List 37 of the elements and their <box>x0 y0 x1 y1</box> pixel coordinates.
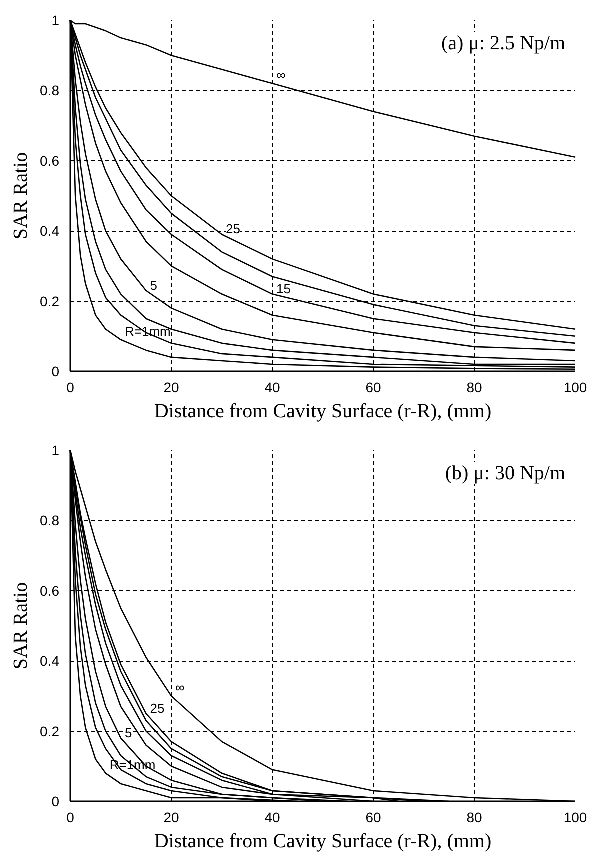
y-tick-label: 0.2 <box>40 293 60 310</box>
y-tick-label: 0.8 <box>40 512 60 529</box>
annotation: 25 <box>226 222 240 237</box>
y-tick-label: 0.2 <box>40 723 60 740</box>
x-tick-label: 20 <box>164 380 180 396</box>
y-tick-label: 0.6 <box>40 582 60 599</box>
y-axis-title: SAR Ratio <box>10 582 32 670</box>
y-tick-label: 0.6 <box>40 152 60 169</box>
annotation: 5 <box>150 278 158 293</box>
y-tick-label: 0.4 <box>40 223 60 240</box>
x-tick-label: 40 <box>264 810 280 826</box>
x-tick-label: 100 <box>564 810 588 826</box>
annotation: ∞ <box>276 68 286 83</box>
x-tick-label: 0 <box>66 810 75 826</box>
x-axis-title: Distance from Cavity Surface (r-R), (mm) <box>154 830 492 852</box>
x-tick-label: 0 <box>66 380 75 396</box>
y-tick-label: 1 <box>52 442 60 458</box>
text: (b) μ: 30 Np/m <box>445 462 566 484</box>
y-axis-title: SAR Ratio <box>10 152 32 240</box>
y-tick-label: 0 <box>52 364 60 380</box>
annotation: ∞ <box>176 680 185 696</box>
annotation: 25 <box>150 700 165 716</box>
x-tick-label: 80 <box>466 380 482 396</box>
text: (a) μ: 2.5 Np/m <box>441 32 566 54</box>
y-tick-label: 1 <box>52 12 60 28</box>
x-tick-label: 60 <box>366 380 382 396</box>
annotation: 15 <box>276 281 291 296</box>
x-axis-title: Distance from Cavity Surface (r-R), (mm) <box>154 400 492 422</box>
x-tick-label: 80 <box>466 810 482 826</box>
y-tick-label: 0.4 <box>40 653 60 670</box>
y-tick-label: 0 <box>52 794 60 810</box>
x-tick-label: 40 <box>264 380 280 396</box>
x-tick-label: 20 <box>164 810 180 826</box>
y-tick-label: 0.8 <box>40 82 60 99</box>
x-tick-label: 60 <box>366 810 382 826</box>
x-tick-label: 100 <box>564 380 588 396</box>
annotation: 5 <box>125 725 132 740</box>
